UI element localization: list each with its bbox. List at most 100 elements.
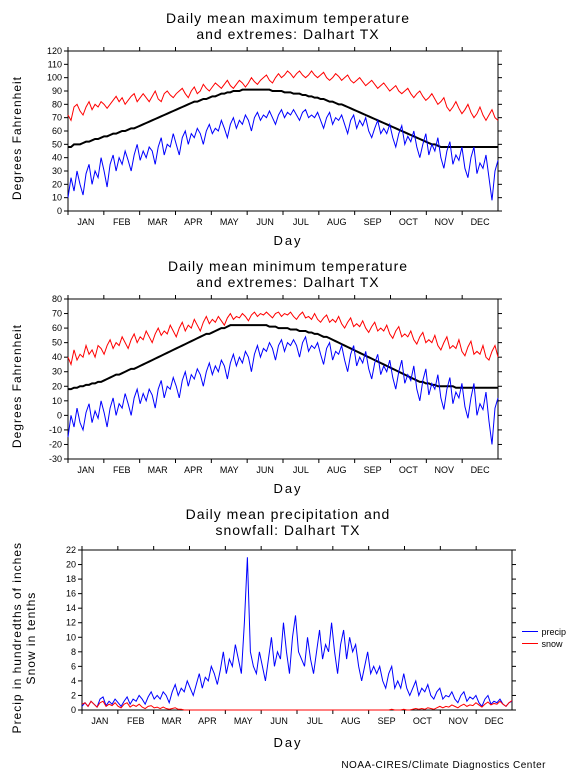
svg-text:FEB: FEB xyxy=(113,465,131,475)
svg-text:SEP: SEP xyxy=(364,217,382,227)
svg-text:AUG: AUG xyxy=(327,217,347,227)
svg-text:SEP: SEP xyxy=(364,465,382,475)
svg-text:30: 30 xyxy=(52,166,62,176)
svg-text:MAR: MAR xyxy=(148,465,169,475)
chart1-xlabel: Day xyxy=(10,233,566,248)
svg-text:-10: -10 xyxy=(49,425,62,435)
chart1-plot: 0 10 20 30 40 50 60 70 80 90 100 110 120 JAN FEB MAR APR… xyxy=(28,46,508,231)
chart3-plot: 0 2 4 6 8 10 12 14 16 18 20 22 JAN FEB MAR APR MAY JUN JUL… xyxy=(42,545,522,730)
svg-text:NOV: NOV xyxy=(434,465,454,475)
chart1-title: Daily mean maximum temperature and extre… xyxy=(10,10,566,42)
svg-text:DEC: DEC xyxy=(471,217,491,227)
svg-text:12: 12 xyxy=(66,618,76,628)
chart2-title-line1: Daily mean minimum temperature xyxy=(10,258,566,274)
chart3-title-line2: snowfall: Dalhart TX xyxy=(10,522,566,538)
svg-text:APR: APR xyxy=(184,217,203,227)
chart1-title-line1: Daily mean maximum temperature xyxy=(10,10,566,26)
legend-item-precip: precip xyxy=(522,627,566,637)
svg-text:JUN: JUN xyxy=(270,716,288,726)
svg-text:80: 80 xyxy=(52,294,62,304)
svg-text:NOV: NOV xyxy=(434,217,454,227)
chart1-title-line2: and extremes: Dalhart TX xyxy=(10,26,566,42)
svg-text:JUL: JUL xyxy=(293,217,309,227)
svg-text:10: 10 xyxy=(52,193,62,203)
svg-text:0: 0 xyxy=(71,705,76,715)
svg-text:2: 2 xyxy=(71,691,76,701)
svg-text:FEB: FEB xyxy=(127,716,145,726)
svg-text:20: 20 xyxy=(52,179,62,189)
svg-text:6: 6 xyxy=(71,662,76,672)
svg-text:40: 40 xyxy=(52,153,62,163)
chart-min-temp: Daily mean minimum temperature and extre… xyxy=(10,258,566,496)
svg-text:OCT: OCT xyxy=(399,217,419,227)
svg-text:-30: -30 xyxy=(49,454,62,464)
svg-text:JUN: JUN xyxy=(256,465,274,475)
svg-text:50: 50 xyxy=(52,338,62,348)
chart3-title-line1: Daily mean precipitation and xyxy=(10,506,566,522)
svg-text:MAY: MAY xyxy=(220,465,239,475)
chart3-ylabel: Precip in hundredths of inches Snow in t… xyxy=(10,542,38,733)
svg-text:20: 20 xyxy=(52,381,62,391)
svg-text:JAN: JAN xyxy=(91,716,108,726)
chart2-ylabel: Degrees Fahrenheit xyxy=(10,324,24,448)
chart-precip: Daily mean precipitation and snowfall: D… xyxy=(10,506,566,750)
svg-text:OCT: OCT xyxy=(399,465,419,475)
legend-snow-label: snow xyxy=(541,639,562,649)
svg-text:10: 10 xyxy=(52,396,62,406)
chart3-ylabel-line2: Snow in tenths xyxy=(24,542,38,733)
credit-text: NOAA-CIRES/Climate Diagnostics Center xyxy=(10,760,546,771)
svg-text:MAR: MAR xyxy=(148,217,169,227)
svg-text:70: 70 xyxy=(52,309,62,319)
svg-text:FEB: FEB xyxy=(113,217,131,227)
legend-precip-label: precip xyxy=(541,627,566,637)
svg-text:4: 4 xyxy=(71,676,76,686)
svg-text:8: 8 xyxy=(71,647,76,657)
svg-text:-20: -20 xyxy=(49,439,62,449)
svg-text:40: 40 xyxy=(52,352,62,362)
svg-text:JAN: JAN xyxy=(77,217,94,227)
svg-text:10: 10 xyxy=(66,632,76,642)
svg-text:100: 100 xyxy=(47,73,62,83)
svg-text:0: 0 xyxy=(57,410,62,420)
svg-text:MAR: MAR xyxy=(162,716,183,726)
legend-item-snow: snow xyxy=(522,639,566,649)
chart3-xlabel: Day xyxy=(10,735,566,750)
chart1-ylabel: Degrees Fahrenheit xyxy=(10,76,24,200)
chart2-xlabel: Day xyxy=(10,481,566,496)
svg-text:MAY: MAY xyxy=(234,716,253,726)
svg-text:60: 60 xyxy=(52,323,62,333)
svg-text:APR: APR xyxy=(184,465,203,475)
svg-text:70: 70 xyxy=(52,113,62,123)
chart3-ylabel-line1: Precip in hundredths of inches xyxy=(10,542,24,733)
svg-text:50: 50 xyxy=(52,139,62,149)
svg-text:JUL: JUL xyxy=(293,465,309,475)
svg-text:DEC: DEC xyxy=(471,465,491,475)
svg-text:110: 110 xyxy=(48,59,62,69)
svg-text:14: 14 xyxy=(66,603,76,613)
svg-text:60: 60 xyxy=(52,126,62,136)
svg-text:MAY: MAY xyxy=(220,217,239,227)
chart2-title-line2: and extremes: Dalhart TX xyxy=(10,274,566,290)
svg-text:APR: APR xyxy=(198,716,217,726)
chart2-title: Daily mean minimum temperature and extre… xyxy=(10,258,566,290)
svg-text:JAN: JAN xyxy=(77,465,94,475)
svg-text:80: 80 xyxy=(52,99,62,109)
svg-text:20: 20 xyxy=(66,560,76,570)
svg-text:90: 90 xyxy=(52,86,62,96)
svg-text:16: 16 xyxy=(66,589,76,599)
chart3-title: Daily mean precipitation and snowfall: D… xyxy=(10,506,566,538)
svg-text:JUL: JUL xyxy=(307,716,323,726)
svg-text:JUN: JUN xyxy=(256,217,274,227)
svg-text:DEC: DEC xyxy=(485,716,505,726)
svg-text:120: 120 xyxy=(47,46,62,56)
chart2-plot: -30 -20 -10 0 10 20 30 40 50 60 70 80 JAN FEB MAR APR MA… xyxy=(28,294,508,479)
svg-text:AUG: AUG xyxy=(327,465,347,475)
svg-text:18: 18 xyxy=(66,574,76,584)
svg-text:NOV: NOV xyxy=(448,716,468,726)
svg-text:OCT: OCT xyxy=(413,716,433,726)
chart-max-temp: Daily mean maximum temperature and extre… xyxy=(10,10,566,248)
svg-text:0: 0 xyxy=(57,206,62,216)
svg-text:30: 30 xyxy=(52,367,62,377)
svg-text:22: 22 xyxy=(66,545,76,555)
svg-text:SEP: SEP xyxy=(378,716,396,726)
